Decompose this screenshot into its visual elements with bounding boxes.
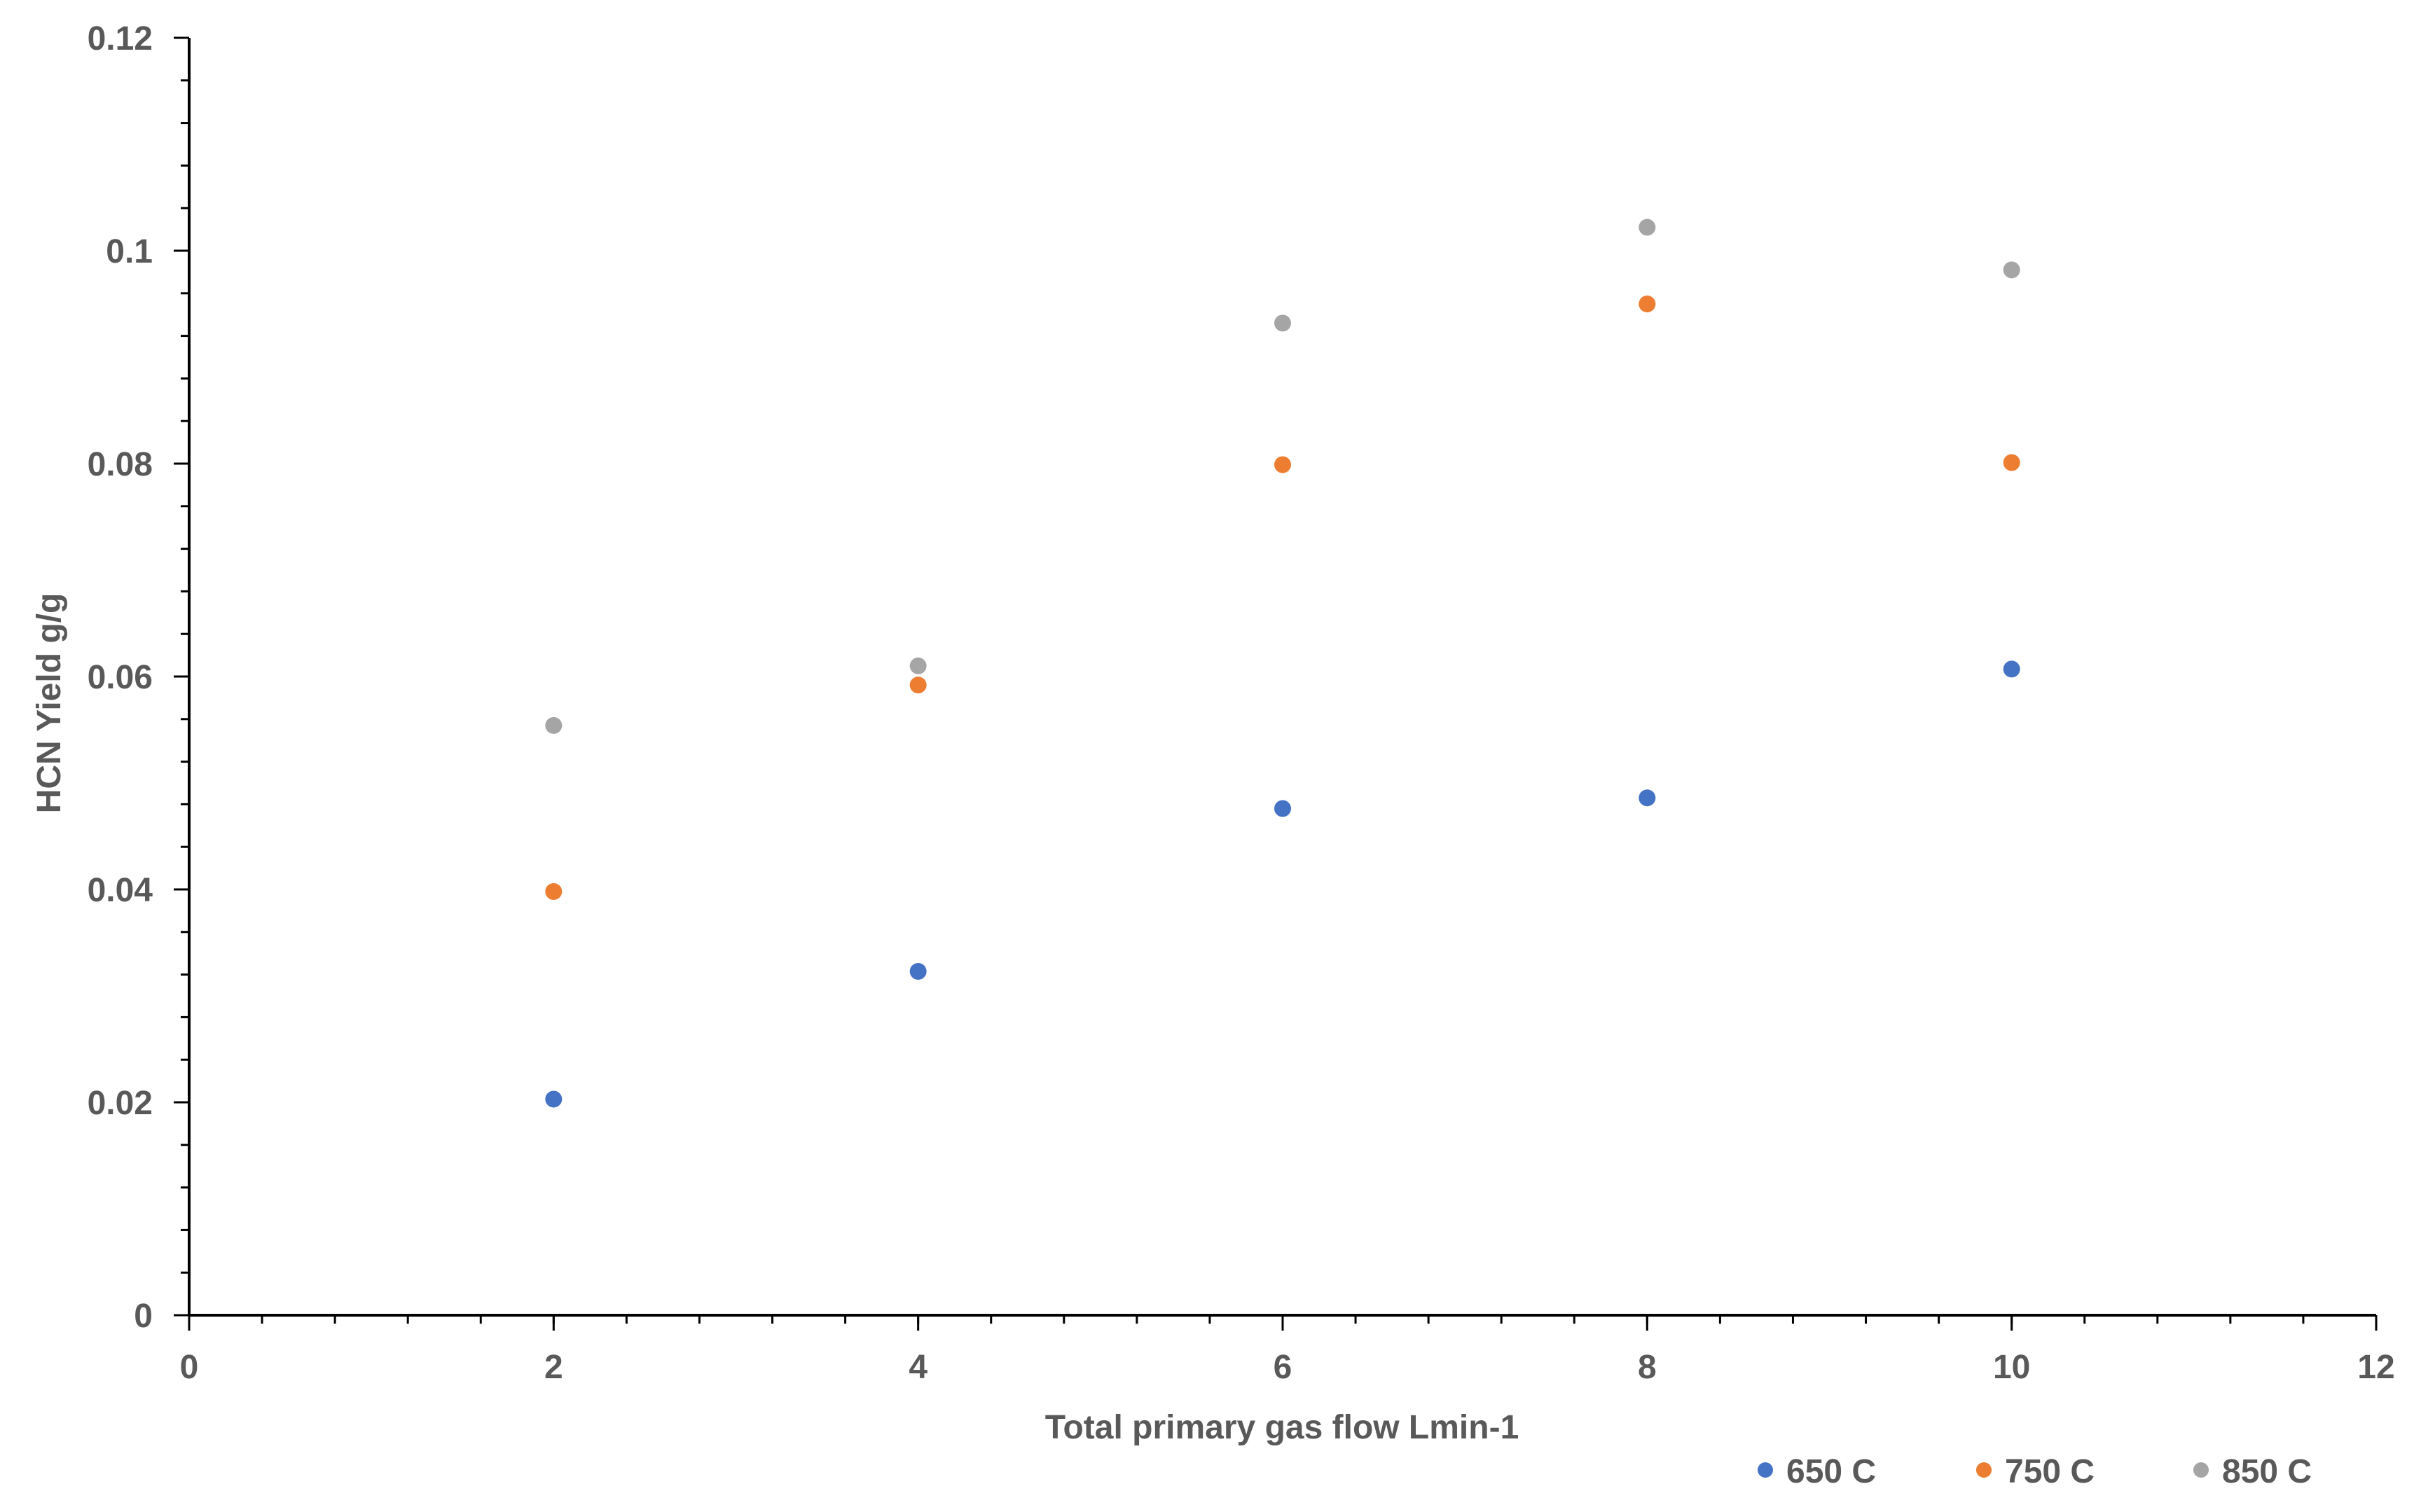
y-tick-label: 0.08 [88, 446, 153, 483]
y-tick-label: 0.06 [88, 659, 153, 696]
x-tick-label: 6 [1274, 1349, 1292, 1386]
data-point [545, 883, 563, 901]
series-650-c [545, 660, 2020, 1108]
legend-marker [2193, 1462, 2209, 1478]
data-point [2003, 261, 2020, 279]
data-point [545, 716, 563, 734]
series-750-c [545, 296, 2020, 901]
data-point [1274, 456, 1291, 473]
legend: 650 C 750 C 850 C [1758, 1453, 2312, 1490]
x-axis-title: Total primary gas flow Lmin-1 [1045, 1409, 1519, 1446]
data-point [909, 677, 927, 694]
x-tick-labels: 0 2 4 6 8 10 12 [180, 1349, 2395, 1386]
data-point [1639, 789, 1656, 807]
legend-label: 850 C [2222, 1453, 2312, 1490]
series-850-c [545, 219, 2020, 734]
data-point [1274, 314, 1291, 332]
x-tick-label: 0 [180, 1349, 199, 1386]
data-point [1639, 296, 1656, 312]
data-point [909, 657, 927, 674]
data-point [2003, 660, 2020, 678]
major-ticks [174, 36, 2378, 1331]
data-point [1639, 219, 1656, 236]
x-tick-label: 12 [2357, 1349, 2394, 1386]
legend-item: 650 C [1758, 1453, 1876, 1490]
data-points [545, 219, 2020, 1108]
x-tick-label: 8 [1638, 1349, 1657, 1386]
data-point [545, 1090, 563, 1108]
y-tick-label: 0.12 [88, 20, 153, 57]
y-tick-label: 0.1 [106, 233, 153, 270]
y-tick-label: 0.02 [88, 1085, 153, 1122]
y-tick-labels: 0 0.02 0.04 0.06 0.08 0.1 0.12 [88, 20, 153, 1335]
data-point [909, 963, 927, 980]
x-tick-label: 4 [909, 1349, 927, 1386]
legend-item: 750 C [1976, 1453, 2095, 1490]
y-axis-title: HCN Yield g/g [31, 593, 68, 814]
legend-label: 650 C [1786, 1453, 1876, 1490]
x-tick-label: 2 [544, 1349, 563, 1386]
legend-label: 750 C [2005, 1453, 2095, 1490]
data-point [1274, 800, 1291, 817]
x-tick-label: 10 [1993, 1349, 2030, 1386]
y-tick-label: 0 [134, 1298, 153, 1335]
legend-marker [1976, 1462, 1992, 1478]
data-point [2003, 454, 2020, 471]
legend-item: 850 C [2193, 1453, 2312, 1490]
minor-ticks [181, 36, 2378, 1324]
y-tick-label: 0.04 [88, 872, 153, 909]
legend-marker [1758, 1462, 1773, 1478]
